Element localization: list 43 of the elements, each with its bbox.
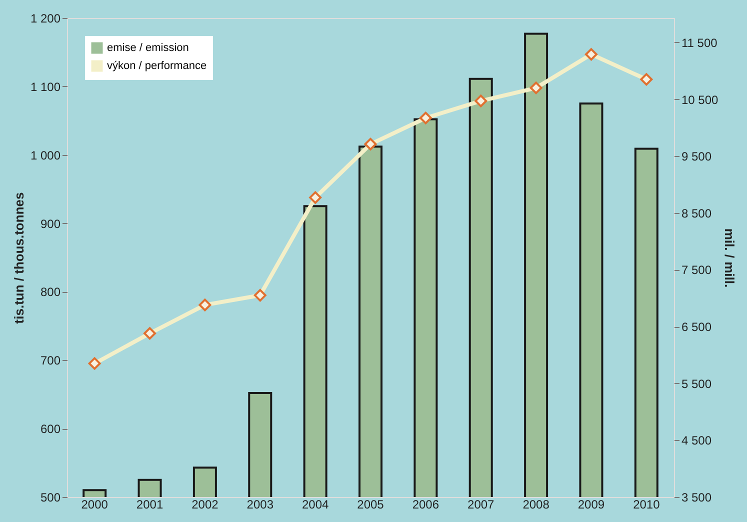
point [198, 298, 212, 312]
x-tick-label: 2006 [412, 498, 440, 512]
point [640, 73, 653, 86]
y-tick-label: 800 [40, 285, 61, 300]
y2-tick-label: 11 500 [682, 36, 718, 50]
y2-tick-label: 9 500 [682, 150, 712, 164]
y-tick-label: 600 [40, 422, 61, 436]
y2-tick-label: 6 500 [682, 320, 712, 334]
x-tick-label: 2004 [302, 498, 329, 512]
x-tick-label: 2000 [81, 498, 108, 512]
point [419, 112, 432, 124]
y-tick-label: 1 200 [30, 12, 61, 26]
point [584, 48, 598, 61]
y-tick-label: 700 [40, 354, 61, 368]
point [254, 289, 266, 302]
x-tick-label: 2010 [633, 498, 660, 512]
point [144, 327, 156, 340]
y2-tick-label: 10 500 [682, 92, 719, 107]
y2-tick-label: 4 500 [682, 434, 712, 448]
y-tick-label: 500 [40, 490, 61, 504]
x-tick-label: 2002 [192, 498, 219, 512]
y2-tick-label: 3 500 [682, 490, 712, 504]
x-tick-label: 2005 [357, 498, 384, 512]
y2-axis-title: mil. / mill. [722, 228, 738, 288]
y-tick-label: 1 000 [30, 148, 61, 162]
x-tick-label: 2001 [136, 498, 164, 512]
x-tick-label: 2008 [522, 498, 550, 512]
point [530, 82, 542, 94]
y2-tick-label: 7 500 [682, 263, 712, 278]
y-tick-label: 1 100 [30, 80, 61, 94]
x-tick-label: 2007 [468, 498, 495, 512]
x-tick-label: 2003 [246, 498, 274, 512]
point [88, 357, 101, 370]
point [364, 138, 377, 150]
point [309, 191, 322, 204]
legend-label: výkon / performance [107, 60, 207, 72]
point [474, 94, 488, 108]
y-axis-title: tis.tun / thous.tonnes [11, 192, 26, 324]
y2-tick-label: 8 500 [682, 206, 712, 220]
x-tick-label: 2009 [578, 498, 605, 512]
y2-tick-label: 5 500 [682, 376, 712, 391]
legend-label: emise / emission [107, 42, 189, 54]
y-tick-label: 900 [40, 216, 61, 231]
